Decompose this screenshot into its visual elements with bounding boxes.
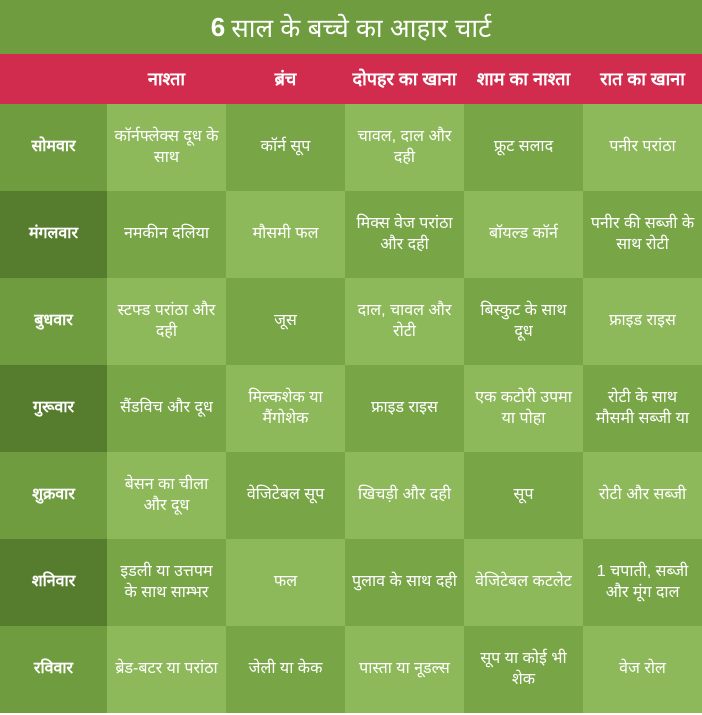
- meal-cell: कॉर्न सूप: [226, 104, 345, 191]
- meal-cell: इडली या उत्तपम के साथ साम्भर: [107, 539, 226, 626]
- header-col: नाश्ता: [107, 54, 226, 104]
- header-col: रात का खाना: [583, 54, 702, 104]
- table-row: गुरूवारसैंडविच और दूधमिल्कशेक या मैंगोशे…: [0, 365, 702, 452]
- meal-cell: पास्ता या नूडल्स: [345, 626, 464, 713]
- meal-cell: मिक्स वेज परांठा और दही: [345, 191, 464, 278]
- meal-cell: मिल्कशेक या मैंगोशेक: [226, 365, 345, 452]
- diet-chart-table: 6 साल के बच्चे का आहार चार्ट नाश्ताब्रंच…: [0, 0, 702, 713]
- meal-cell: एक कटोरी उपमा या पोहा: [464, 365, 583, 452]
- header-col: दोपहर का खाना: [345, 54, 464, 104]
- meal-cell: वेजिटेबल कटलेट: [464, 539, 583, 626]
- header-row: नाश्ताब्रंचदोपहर का खानाशाम का नाश्तारात…: [0, 54, 702, 104]
- header-col: शाम का नाश्ता: [464, 54, 583, 104]
- day-label: शनिवार: [0, 539, 107, 626]
- meal-cell: दाल, चावल और रोटी: [345, 278, 464, 365]
- day-label: बुधवार: [0, 278, 107, 365]
- meal-cell: 1 चपाती, सब्जी और मूंग दाल: [583, 539, 702, 626]
- day-label: सोमवार: [0, 104, 107, 191]
- chart-title: 6 साल के बच्चे का आहार चार्ट: [0, 0, 702, 54]
- meal-cell: फ्राइड राइस: [583, 278, 702, 365]
- meal-cell: वेजिटेबल सूप: [226, 452, 345, 539]
- table-body: सोमवारकॉर्नफ्लेक्स दूध के साथकॉर्न सूपचा…: [0, 104, 702, 713]
- day-label: रविवार: [0, 626, 107, 713]
- table-row: शुक्रवारबेसन का चीला और दूधवेजिटेबल सूपख…: [0, 452, 702, 539]
- meal-cell: रोटी के साथ मौसमी सब्जी या: [583, 365, 702, 452]
- title-bold-part: 6: [211, 12, 225, 43]
- meal-cell: मौसमी फल: [226, 191, 345, 278]
- meal-cell: फ्रूट सलाद: [464, 104, 583, 191]
- meal-cell: रोटी और सब्जी: [583, 452, 702, 539]
- table-row: रविवारब्रेड-बटर या परांठाजेली या केकपास्…: [0, 626, 702, 713]
- meal-cell: फल: [226, 539, 345, 626]
- meal-cell: स्टफ्ड परांठा और दही: [107, 278, 226, 365]
- meal-cell: जेली या केक: [226, 626, 345, 713]
- meal-cell: सूप या कोई भी शेक: [464, 626, 583, 713]
- meal-cell: वेज रोल: [583, 626, 702, 713]
- meal-cell: खिचड़ी और दही: [345, 452, 464, 539]
- meal-cell: पनीर परांठा: [583, 104, 702, 191]
- table-row: बुधवारस्टफ्ड परांठा और दहीजूसदाल, चावल औ…: [0, 278, 702, 365]
- meal-cell: पुलाव के साथ दही: [345, 539, 464, 626]
- meal-cell: बॉयल्ड कॉर्न: [464, 191, 583, 278]
- meal-cell: नमकीन दलिया: [107, 191, 226, 278]
- meal-cell: पनीर की सब्जी के साथ रोटी: [583, 191, 702, 278]
- table-row: शनिवारइडली या उत्तपम के साथ साम्भरफलपुला…: [0, 539, 702, 626]
- day-label: गुरूवार: [0, 365, 107, 452]
- day-label: शुक्रवार: [0, 452, 107, 539]
- meal-cell: फ्राइड राइस: [345, 365, 464, 452]
- table-row: सोमवारकॉर्नफ्लेक्स दूध के साथकॉर्न सूपचा…: [0, 104, 702, 191]
- header-col: ब्रंच: [226, 54, 345, 104]
- meal-cell: कॉर्नफ्लेक्स दूध के साथ: [107, 104, 226, 191]
- day-label: मंगलवार: [0, 191, 107, 278]
- header-empty: [0, 54, 107, 104]
- meal-cell: सैंडविच और दूध: [107, 365, 226, 452]
- meal-cell: बेसन का चीला और दूध: [107, 452, 226, 539]
- title-text: साल के बच्चे का आहार चार्ट: [231, 9, 491, 45]
- meal-cell: ब्रेड-बटर या परांठा: [107, 626, 226, 713]
- meal-cell: जूस: [226, 278, 345, 365]
- table-row: मंगलवारनमकीन दलियामौसमी फलमिक्स वेज परां…: [0, 191, 702, 278]
- meal-cell: सूप: [464, 452, 583, 539]
- meal-cell: चावल, दाल और दही: [345, 104, 464, 191]
- meal-cell: बिस्कुट के साथ दूध: [464, 278, 583, 365]
